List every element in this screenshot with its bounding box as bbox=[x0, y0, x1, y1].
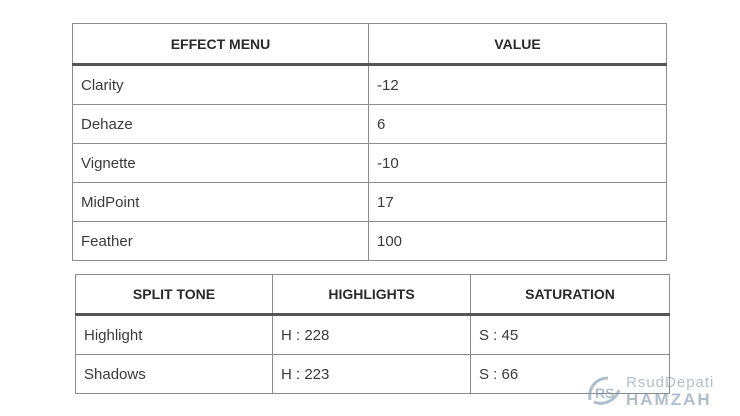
table-row: Shadows H : 223 S : 66 bbox=[75, 354, 670, 394]
saturation-cell: S : 66 bbox=[470, 354, 670, 394]
column-header-effect-menu: EFFECT MENU bbox=[72, 23, 369, 66]
tone-name-cell: Shadows bbox=[75, 354, 273, 394]
table-row: Clarity -12 bbox=[72, 64, 667, 105]
effect-name-cell: MidPoint bbox=[72, 182, 369, 222]
watermark-line-1: RsudDepati bbox=[626, 374, 715, 391]
tone-name-cell: Highlight bbox=[75, 314, 273, 355]
split-tone-table: SPLIT TONE HIGHLIGHTS SATURATION Highlig… bbox=[75, 274, 670, 394]
table-header-row: EFFECT MENU VALUE bbox=[72, 23, 667, 66]
effect-value-cell: -12 bbox=[368, 64, 667, 105]
hue-cell: H : 228 bbox=[272, 314, 471, 355]
hue-cell: H : 223 bbox=[272, 354, 471, 394]
table-row: MidPoint 17 bbox=[72, 182, 667, 222]
column-header-saturation: SATURATION bbox=[470, 274, 670, 316]
effect-name-cell: Vignette bbox=[72, 143, 369, 183]
table-header-row: SPLIT TONE HIGHLIGHTS SATURATION bbox=[75, 274, 670, 316]
table-row: Vignette -10 bbox=[72, 143, 667, 183]
effect-name-cell: Clarity bbox=[72, 64, 369, 105]
effect-name-cell: Feather bbox=[72, 221, 369, 261]
table-row: Highlight H : 228 S : 45 bbox=[75, 314, 670, 355]
column-header-highlights: HIGHLIGHTS bbox=[272, 274, 471, 316]
effect-menu-table: EFFECT MENU VALUE Clarity -12 Dehaze 6 V… bbox=[72, 23, 667, 261]
effect-name-cell: Dehaze bbox=[72, 104, 369, 144]
table-row: Feather 100 bbox=[72, 221, 667, 261]
logo-text: RS bbox=[595, 385, 614, 401]
watermark: RS RsudDepati HAMZAH bbox=[586, 372, 736, 410]
column-header-split-tone: SPLIT TONE bbox=[75, 274, 273, 316]
effect-value-cell: 17 bbox=[368, 182, 667, 222]
table-row: Dehaze 6 bbox=[72, 104, 667, 144]
saturation-cell: S : 45 bbox=[470, 314, 670, 355]
effect-value-cell: -10 bbox=[368, 143, 667, 183]
column-header-value: VALUE bbox=[368, 23, 667, 66]
rs-logo-icon: RS bbox=[588, 376, 621, 405]
watermark-line-2: HAMZAH bbox=[626, 390, 712, 409]
effect-value-cell: 100 bbox=[368, 221, 667, 261]
effect-value-cell: 6 bbox=[368, 104, 667, 144]
